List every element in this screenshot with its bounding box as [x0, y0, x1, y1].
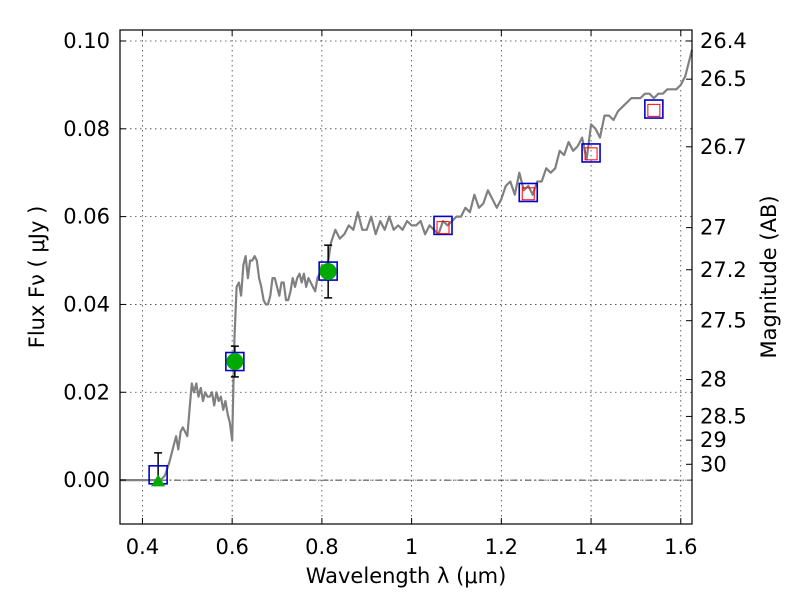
y-tick-label: 0.02 [63, 380, 110, 404]
model-point-square [518, 182, 539, 203]
upper-limit-point [151, 474, 166, 487]
y-tick-label: 0.04 [63, 292, 110, 316]
x-tick-label: 0.6 [215, 535, 248, 559]
synthetic-point-square [521, 187, 535, 201]
y-axis-label: Flux Fν ( μJy ) [25, 206, 49, 349]
x-tick-label: 0.4 [126, 535, 159, 559]
model-point-square [433, 215, 453, 236]
model-point-square [644, 99, 664, 119]
y-tick-label: 0.06 [63, 205, 110, 229]
y-tick-label: 0.08 [63, 117, 110, 141]
synthetic-point-square [436, 221, 450, 235]
sed-line [120, 49, 694, 482]
observed-point [319, 263, 337, 281]
y2-tick-label: 28.5 [700, 404, 747, 428]
y2-tick-label: 29 [700, 428, 727, 452]
synthetic-point-square [647, 103, 661, 117]
y-tick-label: 0.00 [63, 468, 110, 492]
ticks: 0.4 0.6 0.8 1 1.2 1.4 1.6 0.00 0.02 0.04 0.06 0.08 0… [63, 29, 747, 559]
y2-tick-label: 30 [700, 452, 727, 476]
y2-tick-label: 26.4 [700, 29, 747, 53]
x-tick-label: 1 [405, 535, 418, 559]
x-tick-label: 1.2 [485, 535, 518, 559]
model-point-square [581, 143, 601, 163]
y2-tick-label: 26.7 [700, 135, 747, 159]
observed-point [226, 353, 244, 371]
y-tick-label: 0.10 [63, 29, 110, 53]
x-tick-label: 1.6 [664, 535, 697, 559]
model-point-square [318, 261, 338, 281]
series-layer [120, 49, 694, 487]
x-tick-label: 1.4 [574, 535, 607, 559]
x-axis-label: Wavelength λ (μm) [306, 564, 507, 588]
y2-tick-label: 28 [700, 368, 727, 392]
y2-tick-label: 27 [700, 216, 727, 240]
y2-tick-label: 27.2 [700, 258, 747, 282]
x-tick-label: 0.8 [305, 535, 338, 559]
plot-frame [119, 29, 693, 525]
y2-tick-label: 27.5 [700, 309, 747, 333]
model-point-square [225, 351, 245, 372]
y2-axis-label: Magnitude (AB) [757, 195, 781, 358]
y2-tick-label: 26.5 [700, 67, 747, 91]
synthetic-point-square [584, 147, 598, 161]
